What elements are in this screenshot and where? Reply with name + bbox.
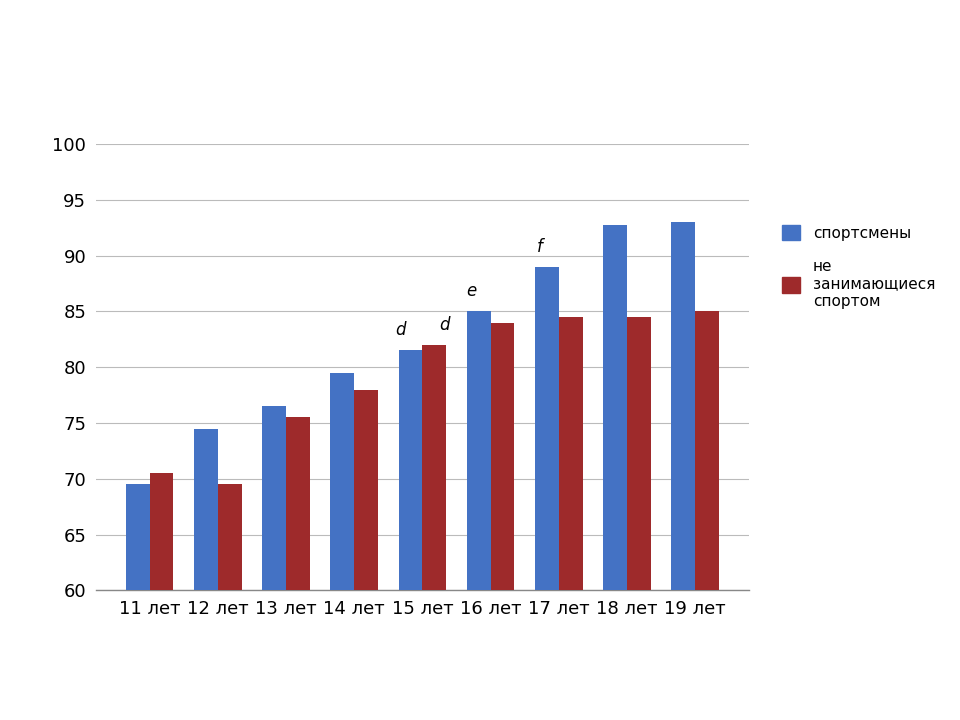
Text: d: d bbox=[395, 321, 405, 339]
Bar bbox=[194, 428, 218, 590]
Bar bbox=[150, 473, 174, 590]
Bar bbox=[330, 373, 354, 590]
Bar bbox=[262, 406, 286, 590]
Bar bbox=[671, 222, 695, 590]
Text: e: e bbox=[467, 282, 477, 300]
Bar bbox=[286, 418, 310, 590]
Bar bbox=[218, 485, 242, 590]
Bar bbox=[535, 266, 559, 590]
Bar bbox=[126, 485, 150, 590]
Bar bbox=[603, 225, 627, 590]
Bar bbox=[559, 317, 583, 590]
Bar bbox=[491, 323, 515, 590]
Bar bbox=[467, 311, 491, 590]
Text: f: f bbox=[538, 238, 543, 256]
Bar bbox=[695, 311, 719, 590]
Bar bbox=[354, 390, 378, 590]
Legend: спортсмены, не
занимающиеся
спортом: спортсмены, не занимающиеся спортом bbox=[776, 219, 941, 315]
Bar bbox=[398, 351, 422, 590]
Text: d: d bbox=[440, 315, 450, 333]
Bar bbox=[422, 345, 446, 590]
Bar bbox=[627, 317, 651, 590]
